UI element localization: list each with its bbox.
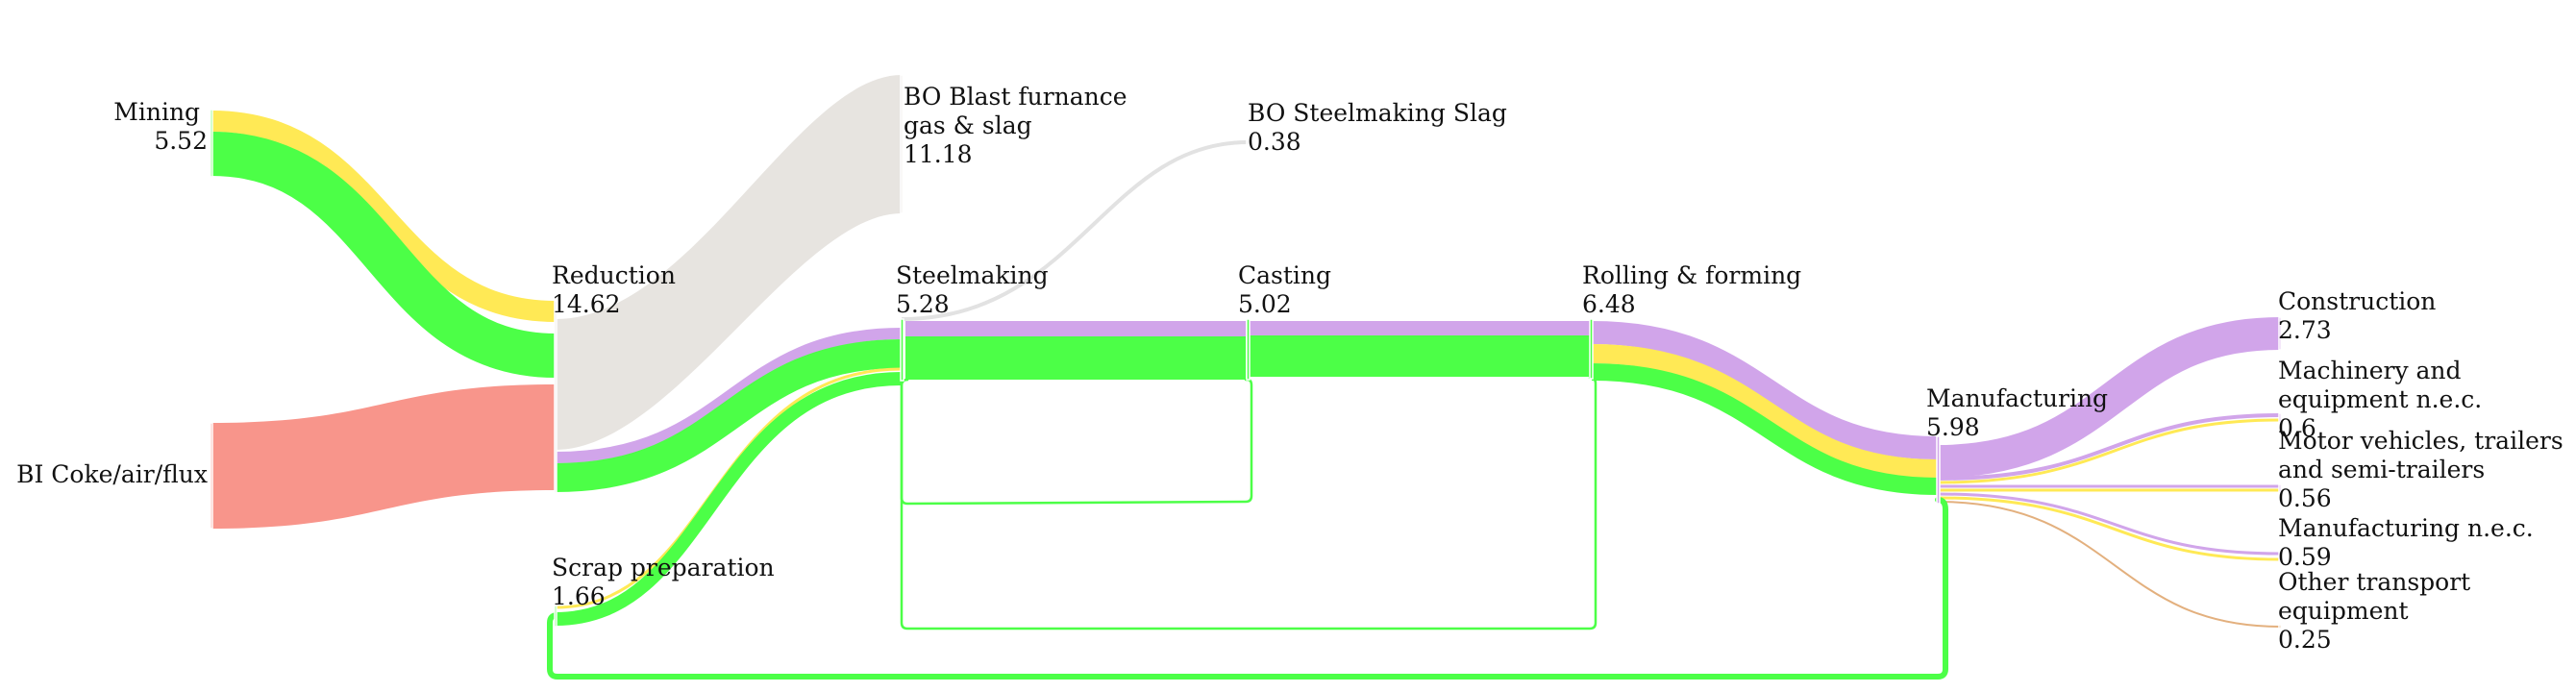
recycling-loops bbox=[547, 376, 1948, 680]
loop-casting-steelmaking bbox=[900, 378, 1253, 506]
flow-mining-reduction-iron bbox=[211, 132, 557, 378]
flow-manufacturing-manuf-nec-alloy bbox=[1937, 492, 2281, 556]
label-manufacturing-value: 5.98 bbox=[1926, 413, 1980, 441]
node-manuf-nec[interactable] bbox=[2278, 551, 2282, 562]
label-casting-value: 5.02 bbox=[1238, 290, 1292, 318]
flow-reduction-steelmaking-alloy bbox=[555, 328, 903, 463]
label-casting-name: Casting bbox=[1238, 261, 1331, 289]
flow-steelmaking-casting-alloy bbox=[905, 321, 1246, 336]
node-reduction[interactable] bbox=[554, 300, 557, 494]
node-construction[interactable] bbox=[2278, 316, 2282, 351]
label-bf-gas-name-1: BO Blast furnance bbox=[904, 83, 1127, 111]
node-mining[interactable] bbox=[210, 109, 213, 178]
label-coke: BI Coke/air/flux bbox=[16, 460, 208, 488]
label-casting: Casting 5.02 bbox=[1238, 261, 1339, 318]
label-rolling: Rolling & forming 6.48 bbox=[1582, 261, 1809, 318]
label-bo-slag-value: 0.38 bbox=[1248, 128, 1301, 156]
flow-rolling-manufacturing-alloy bbox=[1591, 321, 1939, 459]
node-machinery[interactable] bbox=[2278, 412, 2282, 423]
node-rolling[interactable] bbox=[1589, 318, 1594, 380]
label-rolling-name: Rolling & forming bbox=[1582, 261, 1801, 289]
label-bo-slag-name: BO Steelmaking Slag bbox=[1248, 99, 1507, 127]
node-steelmaking[interactable] bbox=[900, 318, 904, 382]
flows bbox=[211, 75, 2281, 628]
flow-steelmaking-casting-iron bbox=[905, 336, 1246, 380]
label-construction-value: 2.73 bbox=[2278, 316, 2332, 344]
label-manufacturing: Manufacturing 5.98 bbox=[1926, 384, 2116, 441]
flow-scrap-steelmaking-iron bbox=[555, 372, 903, 626]
label-machinery-value: 0.6 bbox=[2278, 414, 2316, 442]
label-motor: Motor vehicles, trailers and semi-traile… bbox=[2278, 427, 2571, 512]
flow-manufacturing-machinery-alloy bbox=[1937, 413, 2281, 481]
nodes bbox=[210, 74, 2282, 630]
node-other-transport[interactable] bbox=[2278, 624, 2282, 630]
label-construction: Construction 2.73 bbox=[2278, 287, 2443, 344]
flow-manufacturing-machinery-carbon bbox=[1937, 418, 2281, 484]
label-bf-gas: BO Blast furnance gas & slag 11.18 bbox=[904, 83, 1135, 168]
label-manuf-nec-name: Manufacturing n.e.c. bbox=[2278, 514, 2534, 542]
flow-manufacturing-manuf-nec-carbon bbox=[1937, 496, 2281, 561]
label-motor-name-1: Motor vehicles, trailers bbox=[2278, 427, 2564, 455]
label-mining-value: 5.52 bbox=[154, 127, 208, 155]
label-motor-name-2: and semi-trailers bbox=[2278, 456, 2485, 483]
node-casting[interactable] bbox=[1246, 318, 1251, 381]
label-other-transport-name-1: Other transport bbox=[2278, 568, 2470, 596]
label-other-transport-value: 0.25 bbox=[2278, 626, 2332, 654]
flow-mining-reduction-carbon bbox=[211, 111, 557, 322]
flow-coke-reduction bbox=[211, 384, 556, 529]
flow-rolling-manufacturing-iron bbox=[1591, 363, 1939, 495]
label-mining: Mining 5.52 bbox=[113, 98, 208, 155]
label-bf-gas-name-2: gas & slag bbox=[904, 111, 1032, 139]
label-steelmaking: Steelmaking 5.28 bbox=[896, 261, 1056, 318]
label-machinery-name-2: equipment n.e.c. bbox=[2278, 385, 2482, 413]
flow-steelmaking-bo-slag bbox=[901, 140, 1249, 321]
loop-rolling-steelmaking bbox=[900, 376, 1598, 630]
label-scrap-name: Scrap preparation bbox=[552, 554, 775, 581]
label-manufacturing-name: Manufacturing bbox=[1926, 384, 2108, 412]
label-other-transport: Other transport equipment 0.25 bbox=[2278, 568, 2478, 654]
label-manuf-nec-value: 0.59 bbox=[2278, 543, 2332, 571]
label-rolling-value: 6.48 bbox=[1582, 290, 1636, 318]
label-scrap-value: 1.66 bbox=[552, 582, 606, 610]
flow-manufacturing-construction bbox=[1937, 317, 2281, 478]
label-machinery-name-1: Machinery and bbox=[2278, 357, 2462, 384]
labels: Mining 5.52 BI Coke/air/flux Reduction 1… bbox=[16, 83, 2571, 654]
label-other-transport-name-2: equipment bbox=[2278, 597, 2409, 625]
node-scrap[interactable] bbox=[554, 605, 557, 628]
label-reduction-value: 14.62 bbox=[552, 290, 621, 318]
label-bf-gas-value: 11.18 bbox=[904, 140, 973, 168]
label-bo-slag: BO Steelmaking Slag 0.38 bbox=[1248, 99, 1515, 156]
label-motor-value: 0.56 bbox=[2278, 484, 2332, 512]
flow-casting-rolling-iron bbox=[1250, 335, 1590, 377]
label-scrap: Scrap preparation 1.66 bbox=[552, 554, 782, 610]
node-bf-gas[interactable] bbox=[900, 74, 904, 214]
label-mining-name: Mining bbox=[113, 98, 200, 126]
label-machinery: Machinery and equipment n.e.c. 0.6 bbox=[2278, 357, 2489, 442]
label-steelmaking-name: Steelmaking bbox=[896, 261, 1049, 289]
node-coke[interactable] bbox=[210, 422, 213, 530]
node-motor[interactable] bbox=[2278, 483, 2282, 493]
flow-casting-rolling-alloy bbox=[1250, 321, 1590, 335]
node-manufacturing[interactable] bbox=[1936, 435, 1941, 505]
label-steelmaking-value: 5.28 bbox=[896, 290, 950, 318]
label-reduction: Reduction 14.62 bbox=[552, 261, 683, 318]
node-bo-slag[interactable] bbox=[1246, 139, 1250, 146]
label-manuf-nec: Manufacturing n.e.c. 0.59 bbox=[2278, 514, 2541, 571]
flow-rolling-manufacturing-carbon bbox=[1591, 344, 1939, 479]
label-reduction-name: Reduction bbox=[552, 261, 676, 289]
flow-reduction-steelmaking-iron bbox=[555, 339, 903, 492]
label-construction-name: Construction bbox=[2278, 287, 2436, 315]
flow-manufacturing-other-transport bbox=[1937, 501, 2281, 628]
label-coke-name: BI Coke/air/flux bbox=[16, 460, 208, 488]
loop-manufacturing-scrap bbox=[547, 497, 1948, 680]
flow-reduction-bf-gas bbox=[556, 75, 902, 450]
